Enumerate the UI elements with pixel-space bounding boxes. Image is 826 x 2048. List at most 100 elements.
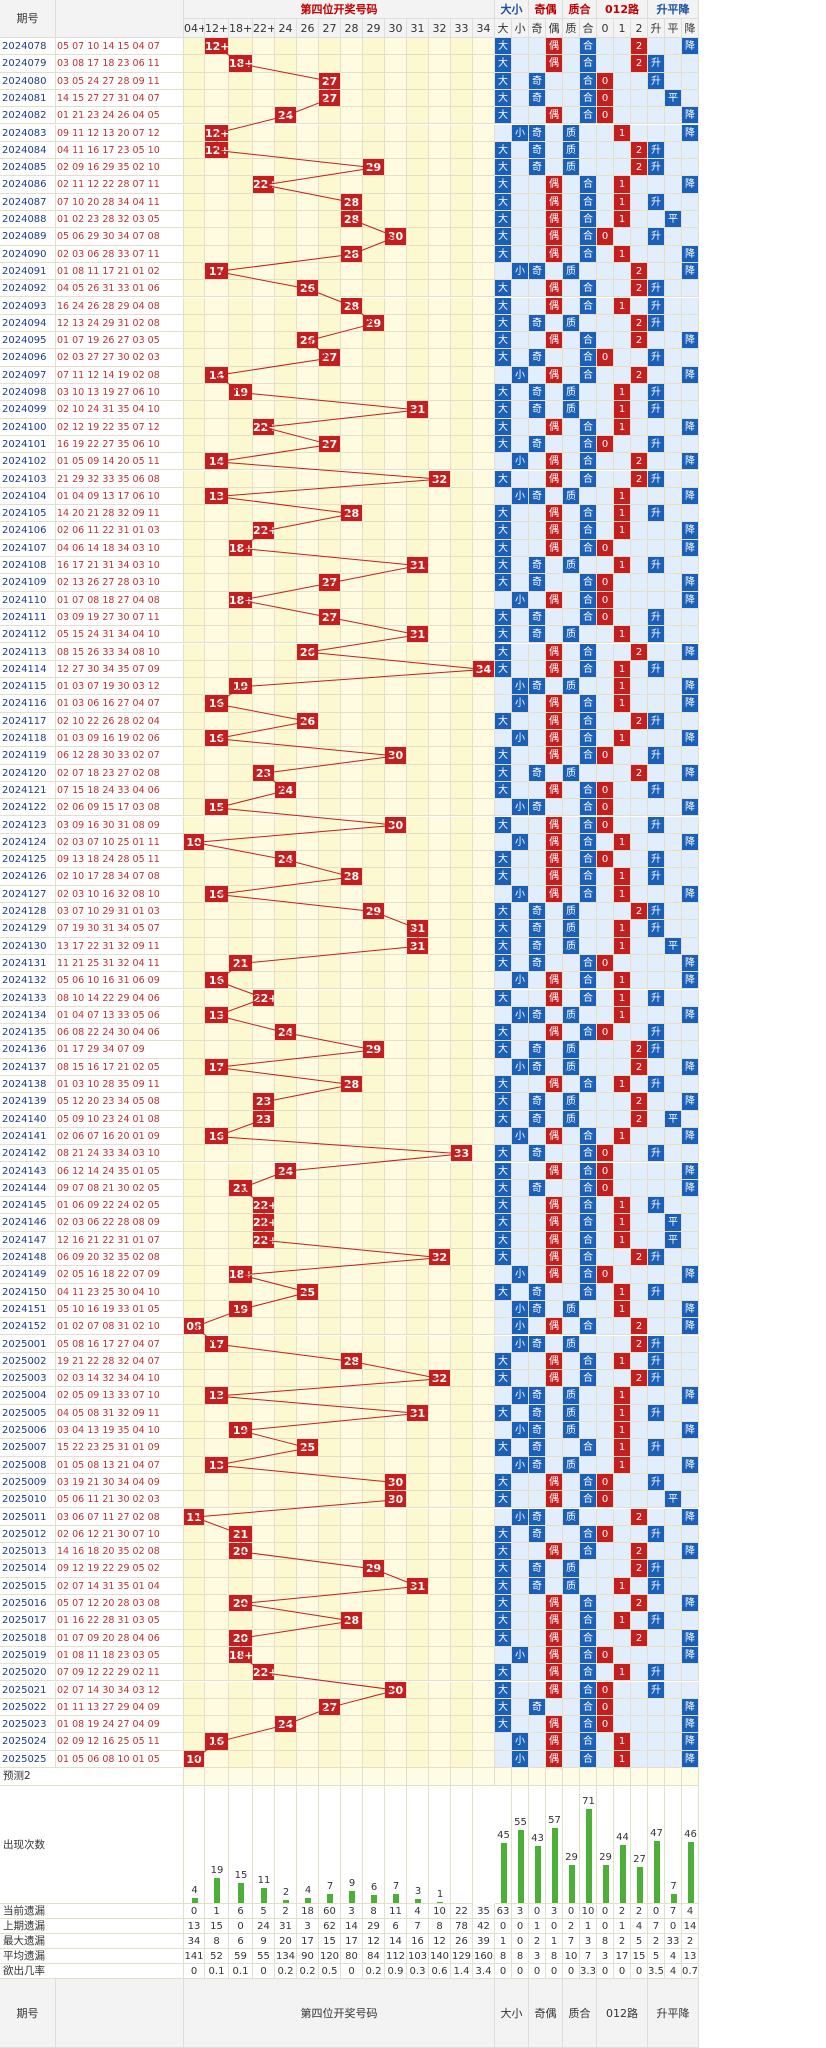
omission-cell	[385, 539, 407, 557]
predict-cell[interactable]	[275, 1768, 297, 1786]
predict-cell[interactable]	[229, 1768, 253, 1786]
attribute-cell	[563, 1525, 580, 1544]
predict-cell[interactable]	[546, 1768, 563, 1786]
attribute-cell	[529, 1595, 546, 1613]
omission-cell	[253, 868, 275, 886]
omission-cell	[385, 1716, 407, 1734]
attribute-cell	[563, 1595, 580, 1613]
predict-cell[interactable]	[253, 1768, 275, 1786]
omission-cell	[451, 38, 473, 56]
omission-cell	[205, 1716, 229, 1734]
predict-cell[interactable]	[385, 1768, 407, 1786]
predict-cell[interactable]	[319, 1768, 341, 1786]
attribute-tag: 奇	[529, 764, 546, 782]
attribute-cell	[665, 608, 682, 627]
attribute-tag: 1	[614, 124, 631, 142]
predict-cell[interactable]	[451, 1768, 473, 1786]
attribute-cell	[614, 280, 631, 298]
predict-cell[interactable]	[429, 1768, 451, 1786]
attribute-tag: 0	[597, 539, 614, 557]
attribute-tag: 大	[495, 1352, 512, 1371]
attribute-cell	[665, 193, 682, 211]
omission-cell	[363, 1283, 385, 1301]
predict-cell[interactable]	[682, 1768, 699, 1786]
attribute-tag: 偶	[546, 989, 563, 1007]
predict-cell[interactable]	[563, 1768, 580, 1786]
omission-cell	[205, 557, 229, 575]
omission-cell	[253, 1646, 275, 1665]
omission-cell	[184, 1577, 205, 1595]
predict-cell[interactable]	[597, 1768, 614, 1786]
predict-cell[interactable]	[473, 1768, 495, 1786]
draw-numbers: 06 12 14 24 35 01 05	[56, 1162, 184, 1180]
omission-cell	[184, 107, 205, 125]
attribute-cell	[648, 643, 665, 661]
predict-cell[interactable]	[341, 1768, 363, 1786]
attribute-tag: 合	[580, 470, 597, 488]
omission-cell	[297, 1006, 319, 1025]
omission-cell	[363, 55, 385, 73]
predict-cell[interactable]	[495, 1768, 512, 1786]
predict-cell[interactable]	[363, 1768, 385, 1786]
attribute-tag: 合	[580, 55, 597, 73]
predict-cell[interactable]	[580, 1768, 597, 1786]
attribute-cell	[597, 1404, 614, 1422]
attribute-cell	[648, 522, 665, 540]
count-bar	[534, 1846, 541, 1903]
attribute-cell	[614, 1543, 631, 1561]
omission-cell	[205, 747, 229, 765]
omission-cell	[297, 38, 319, 56]
predict-cell[interactable]	[205, 1768, 229, 1786]
omission-cell	[184, 1456, 205, 1474]
stat-value: 1.4	[451, 1964, 473, 1979]
attribute-tag: 降	[682, 885, 699, 903]
count-bar	[500, 1843, 507, 1903]
omission-cell	[341, 1318, 363, 1336]
attribute-tag: 合	[580, 72, 597, 90]
omission-cell	[319, 1093, 341, 1111]
omission-cell	[429, 228, 451, 246]
hit-number: 22+	[253, 1231, 275, 1249]
hit-number: 17	[205, 1058, 229, 1076]
omission-cell	[184, 505, 205, 523]
predict-cell[interactable]	[297, 1768, 319, 1786]
attribute-tag: 2	[631, 1543, 648, 1561]
omission-cell	[385, 1231, 407, 1249]
omission-cell	[429, 1335, 451, 1353]
predict-cell[interactable]	[184, 1768, 205, 1786]
attribute-cell	[597, 695, 614, 713]
omission-cell	[385, 695, 407, 713]
predict-cell[interactable]	[631, 1768, 648, 1786]
attribute-tag: 降	[682, 1300, 699, 1319]
omission-cell	[341, 1110, 363, 1128]
omission-cell	[297, 1681, 319, 1699]
predict-cell[interactable]	[665, 1768, 682, 1786]
predict-cell[interactable]	[614, 1768, 631, 1786]
draw-numbers: 02 09 16 29 35 02 10	[56, 159, 184, 177]
attribute-cell	[665, 1404, 682, 1422]
omission-cell	[473, 1422, 495, 1440]
omission-cell	[319, 1214, 341, 1232]
attribute-tag: 合	[580, 1750, 597, 1768]
predict-cell[interactable]	[407, 1768, 429, 1786]
omission-cell	[341, 1681, 363, 1699]
omission-cell	[363, 211, 385, 229]
omission-cell	[451, 1162, 473, 1180]
attribute-cell	[597, 1456, 614, 1474]
omission-cell	[451, 1508, 473, 1526]
predict-cell[interactable]	[648, 1768, 665, 1786]
attribute-cell	[631, 1716, 648, 1734]
attribute-cell	[665, 1612, 682, 1630]
attribute-cell	[614, 332, 631, 350]
predict-cell[interactable]	[512, 1768, 529, 1786]
attribute-tag: 大	[495, 1577, 512, 1595]
attribute-cell	[648, 1231, 665, 1249]
attribute-cell	[682, 435, 699, 454]
attribute-cell	[597, 764, 614, 782]
predict-cell[interactable]	[529, 1768, 546, 1786]
attribute-cell	[495, 453, 512, 471]
hit-number: 31	[407, 1577, 429, 1595]
attribute-cell	[614, 712, 631, 730]
attribute-cell	[614, 89, 631, 108]
attribute-cell	[580, 937, 597, 955]
